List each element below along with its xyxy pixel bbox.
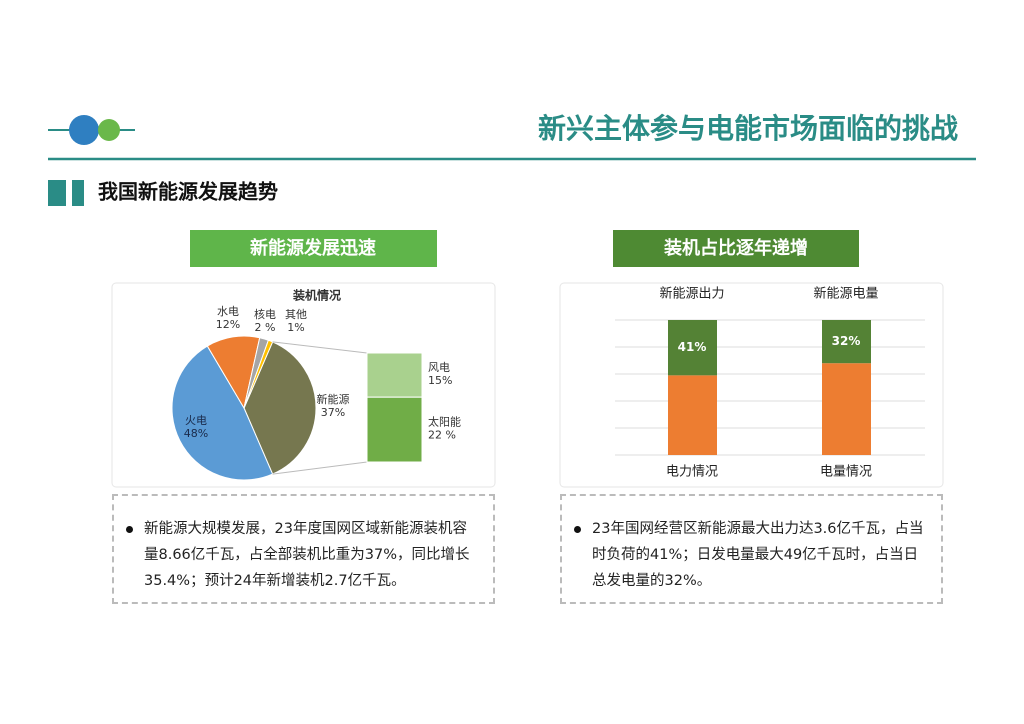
- header-title: 新兴主体参与电能市场面临的挑战: [538, 112, 958, 145]
- slice-label: 核电: [254, 307, 276, 321]
- x-tick-label: 电力情况: [666, 465, 718, 480]
- bullet-box: 23年国网经营区新能源最大出力达3.6亿千瓦，占当时负荷的41%；日发电量最大4…: [560, 494, 943, 604]
- pie-slice: [243, 339, 274, 409]
- slice-label: 其他: [285, 308, 307, 321]
- top-label: 新能源出力: [659, 286, 724, 302]
- logo-circle: [98, 119, 120, 141]
- section-marker: [72, 180, 84, 206]
- bar-segment: [822, 363, 871, 455]
- slice-value: 1%: [287, 321, 304, 334]
- top-label: 新能源电量: [813, 286, 878, 302]
- breakout-label: 太阳能: [428, 415, 461, 429]
- bar-segment: [822, 320, 871, 364]
- bullet-box: 新能源大规模发展，23年度国网区域新能源装机容量8.66亿千瓦，占全部装机比重为…: [112, 494, 495, 604]
- pie-slice: [171, 345, 274, 481]
- banner-text: 新能源发展迅速: [250, 237, 376, 259]
- banner-text: 装机占比逐年递增: [664, 237, 808, 259]
- breakout-label: 风电: [428, 361, 450, 374]
- slice-value: 37%: [321, 406, 345, 419]
- slice-label: 水电: [217, 305, 239, 318]
- breakout-segment: [366, 396, 423, 463]
- banner: [613, 230, 859, 267]
- chart-panel: [559, 282, 944, 488]
- slice-value: 12%: [216, 318, 240, 331]
- section-title: 我国新能源发展趋势: [98, 180, 278, 204]
- connector: [272, 461, 368, 475]
- x-tick-label: 电量情况: [820, 465, 872, 480]
- banner: [190, 230, 437, 267]
- slice-label: 火电: [185, 414, 207, 427]
- value-label: 32%: [832, 334, 861, 348]
- slice-value: 48%: [184, 427, 208, 440]
- bar-segment: [668, 375, 717, 455]
- breakout-segment: [366, 352, 423, 398]
- chart-title: 装机情况: [292, 288, 341, 303]
- slice-value: 2 %: [255, 321, 276, 334]
- breakout-value: 22 %: [428, 429, 456, 442]
- section-marker: [48, 180, 66, 206]
- slice-label: 新能源: [317, 392, 350, 406]
- breakout-value: 15%: [428, 374, 452, 387]
- pie-slice: [243, 341, 317, 475]
- connector: [272, 341, 368, 354]
- value-label: 41%: [678, 340, 707, 354]
- bar-segment: [668, 320, 717, 376]
- logo-circle: [69, 115, 99, 145]
